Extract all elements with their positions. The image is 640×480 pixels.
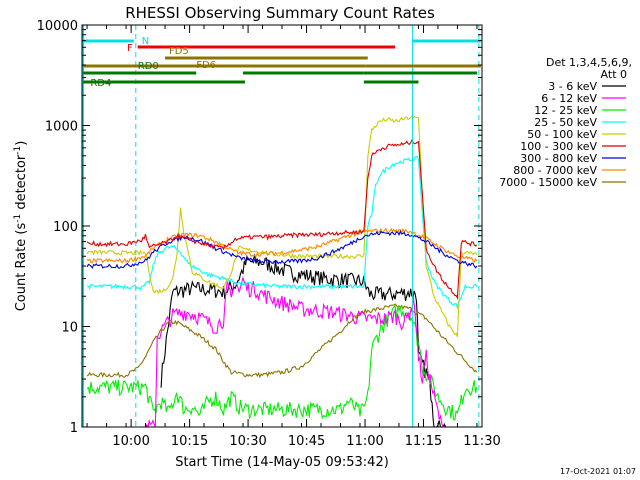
flag-label-F: F [127,43,133,54]
chart-title: RHESSI Observing Summary Count Rates [125,4,435,22]
legend-entry-label: 6 - 12 keV [541,92,597,105]
legend-header-line2: Att 0 [601,68,627,81]
axes: 1 10 100 1000 10000 10:00 10:15 10:30 10:45 11:00… [37,19,501,449]
x-tick-label: 11:30 [463,434,500,449]
y-axis-label: Count Rate (s-1 detector-1) [13,141,29,312]
x-tick-label: 10:00 [112,434,149,449]
x-tick-label: 10:30 [229,434,266,449]
series-line-4 [86,115,478,337]
y-tick-label: 10 [61,321,78,336]
series-line-5 [86,138,478,301]
legend-entry-label: 50 - 100 keV [527,128,597,141]
flag-label-RD0: RD0 [138,61,159,72]
x-tick-label: 11:15 [405,434,442,449]
series-line-8 [86,303,478,379]
legend-entry-label: 25 - 50 keV [534,116,597,129]
flag-label-N: N [142,36,149,47]
flag-label-RD4: RD4 [90,78,111,89]
series-line-7 [86,227,478,264]
legend-entry-label: 3 - 6 keV [548,80,597,93]
x-tick-label: 10:45 [288,434,325,449]
legend-entry-label: 7000 - 15000 keV [499,176,597,189]
x-axis-label: Start Time (14-May-05 09:53:42) [175,455,389,470]
y-tick-label: 100 [53,220,78,235]
y-tick-label: 1 [70,421,78,436]
legend-entry-label: 300 - 800 keV [520,152,597,165]
legend-entry-label: 100 - 300 keV [520,140,597,153]
series-line-3 [86,155,478,310]
footer-date: 17-Oct-2021 01:07 [560,467,636,476]
y-tick-label: 1000 [45,120,78,135]
plot-area [82,25,481,427]
series-line-0 [160,253,447,427]
legend-header-line1: Det 1,3,4,5,6,9, [546,56,632,69]
legend-entry-label: 800 - 7000 keV [513,164,597,177]
series-line-2 [86,304,478,421]
x-tick-label: 10:15 [171,434,208,449]
flag-label-FD6: FD6 [196,60,216,71]
x-tick-label: 11:00 [346,434,383,449]
series-line-6 [86,230,478,269]
y-tick-label: 10000 [37,19,78,34]
flag-label-FD5: FD5 [169,46,189,57]
series-line-1 [145,275,450,427]
legend-entry-label: 12 - 25 keV [534,104,597,117]
